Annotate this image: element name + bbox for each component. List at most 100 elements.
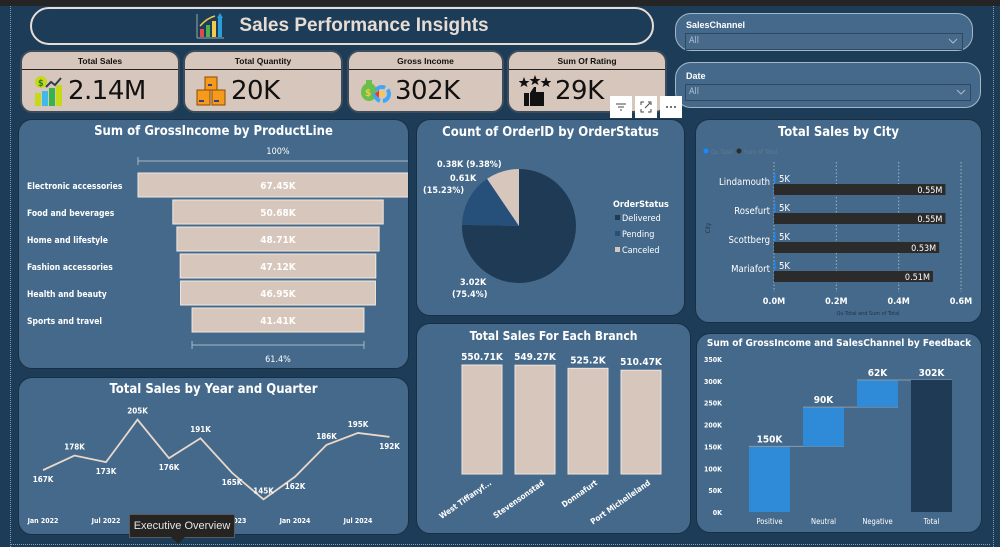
line-data-label: 145K: [253, 486, 274, 495]
waterfall-bar: [911, 379, 952, 512]
bar-label-qu-total: 5K: [779, 261, 790, 272]
sales-channel-dropdown[interactable]: All: [685, 33, 963, 50]
branch-value-label: 525.2K: [570, 355, 606, 366]
branch-category-label: Stevensonstad: [492, 478, 547, 520]
bar-label-qu-total: 5K: [779, 232, 790, 243]
bar-label-sum-total: 0.53M: [911, 244, 936, 254]
x-tick-label: 0.6M: [950, 297, 972, 307]
filter-icon: [616, 103, 626, 111]
line-chart: 167K 178K 173K 205K 176K 191K 165K 145K 162K 186K…: [27, 407, 401, 525]
sales-line: [42, 418, 390, 501]
x-tick-label: Total: [923, 517, 940, 526]
funnel-top-label: 100%: [266, 147, 289, 157]
bar-qu-total: [774, 261, 776, 270]
line-data-label: 173K: [96, 467, 117, 476]
waterfall-chart-card[interactable]: Sum of GrossIncome and SalesChannel by F…: [696, 333, 982, 533]
funnel-bar: [180, 280, 376, 306]
waterfall-bar: [803, 407, 844, 447]
bar-chart-growth-icon: [196, 13, 225, 39]
x-axis-label: Qu Total and Sum of Total: [837, 311, 900, 317]
bar-label-qu-total: 5K: [779, 203, 790, 214]
funnel-category-label: Fashion accessories: [27, 263, 113, 273]
pie-legend-label: Delivered: [622, 214, 661, 224]
canvas-border-left: [10, 6, 11, 547]
kpi-value: 302K: [395, 76, 460, 106]
slicer-label: Date: [686, 71, 706, 81]
funnel-chart-card[interactable]: Sum of GrossIncome by ProductLine 100% El…: [18, 119, 409, 369]
bar-qu-total: [774, 174, 776, 183]
legend-marker: [703, 148, 709, 154]
window-top-bar: [0, 0, 1000, 6]
visual-header: [610, 96, 682, 118]
x-tick-label: Jul 2024: [343, 517, 373, 525]
sales-growth-icon: $: [35, 76, 62, 106]
pie-chart-card[interactable]: Count of OrderID by OrderStatus 0.38K (9…: [416, 119, 685, 316]
kpi-card-gross-income[interactable]: Gross Income $ 302K: [347, 50, 504, 113]
tooltip-arrow: [171, 537, 185, 544]
pie-data-label: (15.23%): [423, 186, 464, 196]
pie-data-label: 3.02K: [460, 278, 487, 288]
funnel-category-label: Food and beverages: [27, 209, 115, 219]
funnel-value-label: 50.68K: [260, 208, 296, 219]
y-tick-label: 350K: [704, 356, 723, 364]
branch-category-label: Donnafurt: [560, 478, 599, 509]
kpi-value: 2.14M: [68, 76, 146, 106]
x-tick-label: Jan 2022: [27, 517, 59, 525]
y-tick-label: 50K: [708, 487, 723, 495]
focus-mode-icon: [640, 101, 652, 113]
chart-title: Total Sales by Year and Quarter: [109, 382, 318, 397]
funnel-value-label: 46.95K: [260, 289, 296, 300]
line-chart-card[interactable]: Total Sales by Year and Quarter 167K 178K…: [18, 377, 409, 535]
kpi-label: Total Sales: [22, 52, 178, 70]
funnel-category-label: Health and beauty: [27, 290, 107, 300]
branch-bar-chart-card[interactable]: Total Sales For Each Branch 550.71K West …: [416, 323, 691, 534]
branch-bar: [461, 364, 503, 475]
x-tick-label: Neutral: [811, 517, 836, 526]
report-title: Sales Performance Insights: [239, 15, 489, 36]
page-tab-tooltip: Executive Overview: [129, 514, 235, 538]
more-options-icon: [666, 106, 676, 108]
bar-label-sum-total: 0.51M: [905, 273, 930, 283]
line-data-label: 167K: [33, 475, 54, 484]
legend-marker: [736, 148, 742, 154]
kpi-card-sum-of-rating[interactable]: Sum Of Rating 29K: [507, 50, 667, 113]
x-tick-label: 0.2M: [825, 297, 847, 307]
filter-button[interactable]: [610, 96, 632, 118]
canvas-border-right: [993, 6, 994, 547]
canvas-border-bottom: [10, 544, 990, 545]
funnel-value-label: 48.71K: [260, 235, 296, 246]
city-label: Rosefurt: [734, 206, 770, 217]
chart-title: Total Sales For Each Branch: [469, 329, 638, 343]
bar-sum-total: [774, 184, 946, 195]
pie-legend-marker: [615, 215, 620, 220]
pie-legend-title: OrderStatus: [613, 200, 669, 210]
more-options-button[interactable]: [660, 96, 682, 118]
kpi-value: 29K: [555, 76, 604, 106]
kpi-card-total-quantity[interactable]: Total Quantity 20K: [183, 50, 343, 113]
chart-title: Sum of GrossIncome and SalesChannel by F…: [706, 338, 972, 349]
slicer-date: Date All: [675, 62, 981, 108]
chart-title: Count of OrderID by OrderStatus: [442, 125, 659, 140]
slicer-sales-channel: SalesChannel All: [675, 13, 973, 51]
waterfall-bar: [749, 446, 790, 512]
bar-sum-total: [774, 242, 940, 253]
legend-label: Qu Total: [711, 149, 733, 156]
pie-legend-marker: [615, 247, 620, 252]
thumbs-up-stars-icon: [519, 75, 551, 106]
pie-slice-canceled: [487, 169, 519, 226]
focus-mode-button[interactable]: [635, 96, 657, 118]
waterfall-bar: [857, 379, 898, 408]
waterfall-value-label: 90K: [814, 395, 835, 406]
waterfall-value-label: 62K: [868, 368, 889, 379]
y-axis-label: City: [705, 222, 712, 233]
date-dropdown[interactable]: All: [685, 84, 971, 101]
line-data-label: 195K: [348, 420, 369, 429]
bar-label-sum-total: 0.55M: [917, 186, 942, 196]
bar-qu-total: [774, 232, 776, 241]
city-bar-chart-card[interactable]: Total Sales by City Qu Total Sum of Total…: [695, 119, 982, 323]
funnel-bottom-label: 61.4%: [265, 355, 291, 365]
kpi-card-total-sales[interactable]: Total Sales $ 2.14M: [20, 50, 180, 113]
y-tick-label: 250K: [704, 400, 723, 408]
dropdown-value: All: [689, 36, 700, 46]
funnel-chart: 100% Electronic accessories 67.45K Food and…: [27, 147, 408, 365]
